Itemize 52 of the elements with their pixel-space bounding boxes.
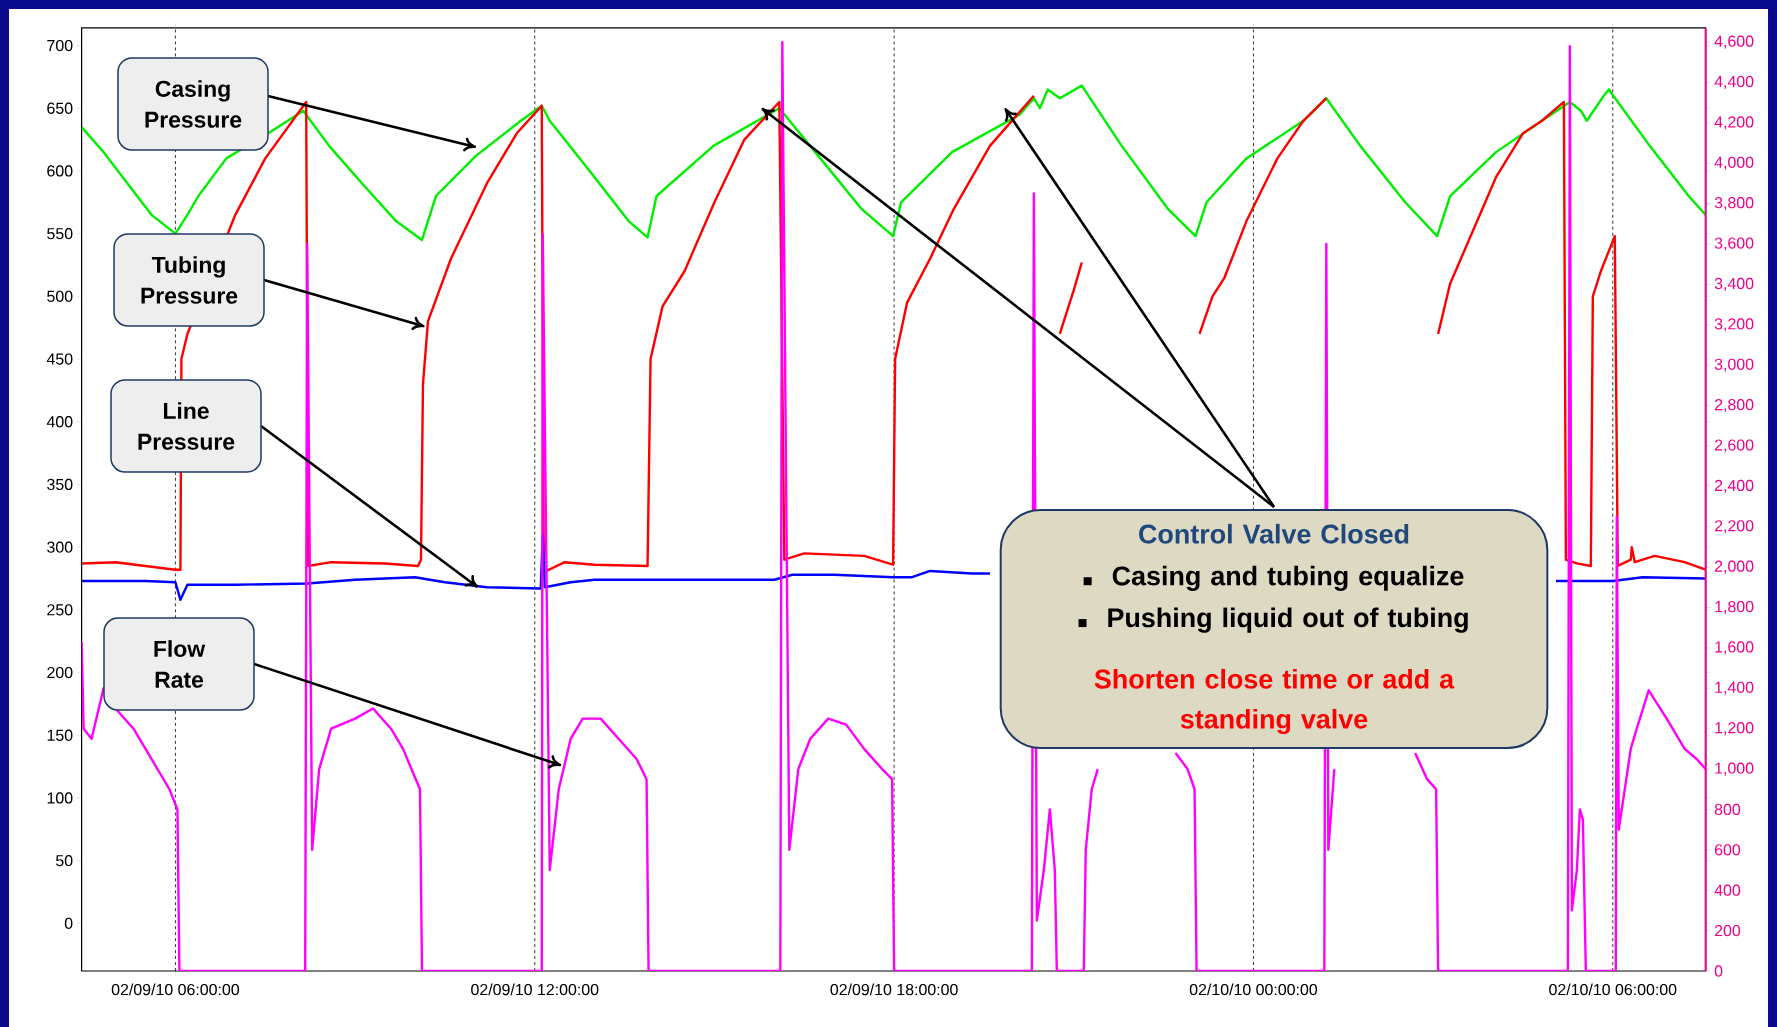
series-label: Casing Pressure: [145, 80, 242, 128]
y-tick-label: 700: [47, 39, 73, 52]
y-tick-label: 100: [47, 792, 73, 804]
y2-tick-label: 4,400: [1714, 75, 1754, 90]
y-tick-label: 300: [47, 541, 73, 553]
y-tick-label: 450: [46, 353, 73, 365]
y2-tick-label: 1,400: [1715, 681, 1754, 695]
y-tick-label: 50: [55, 855, 73, 867]
y2-tick-label: 0: [1714, 965, 1723, 977]
y-tick-label: 350: [47, 478, 73, 491]
y2-tick-label: 2,400: [1714, 479, 1754, 493]
y2-tick-label: 3,200: [1714, 318, 1754, 332]
x-tick-label: 02/09/10 06:00:00: [111, 983, 240, 996]
y2-tick-label: 200: [1714, 924, 1741, 937]
y2-tick-label: 800: [1714, 803, 1741, 816]
y-tick-label: 550: [47, 228, 73, 240]
series-label: Tubing Pressure: [141, 256, 238, 304]
y-tick-label: 600: [47, 165, 73, 177]
x-tick-label: 02/09/10 12:00:00: [471, 983, 599, 996]
y2-tick-label: 3,000: [1714, 358, 1754, 372]
y-tick-label: 0: [64, 917, 73, 929]
x-tick-label: 02/09/10 18:00:00: [830, 983, 958, 996]
y-tick-label: 150: [47, 729, 73, 741]
y2-tick-label: 4,000: [1714, 156, 1754, 170]
series-label: Flow Rate: [154, 640, 206, 688]
y2-tick-label: 4,600: [1714, 35, 1754, 49]
y2-tick-label: 1,200: [1715, 722, 1754, 736]
y2-tick-label: 3,400: [1714, 277, 1754, 292]
annotation: Pushing liquid out of tubing: [1108, 607, 1468, 633]
y2-tick-label: 4,200: [1714, 116, 1754, 130]
annotation: Control Valve Closed: [1139, 523, 1409, 544]
x-tick-label: 02/10/10 00:00:00: [1189, 983, 1318, 996]
y2-tick-label: 3,600: [1714, 237, 1754, 251]
y2-tick-label: 2,200: [1714, 520, 1754, 534]
y2-tick-label: 2,600: [1714, 439, 1754, 453]
y-tick-label: 200: [47, 666, 73, 679]
text: Line Pressure: [138, 402, 235, 450]
annotation: Shorten close time or add a standing valve: [1094, 668, 1455, 735]
y2-tick-label: 2,800: [1714, 399, 1754, 413]
y2-tick-label: 3,800: [1714, 197, 1754, 211]
y-tick-label: 400: [46, 416, 73, 428]
y-tick-label: 650: [47, 102, 73, 114]
y2-tick-label: 2,000: [1714, 560, 1754, 574]
y2-tick-label: 1,800: [1715, 600, 1754, 615]
y-tick-label: 500: [47, 290, 73, 302]
y-tick-label: 250: [47, 604, 73, 616]
y2-tick-label: 1,600: [1715, 641, 1754, 655]
y2-tick-label: 1,000: [1715, 762, 1754, 776]
y2-tick-label: 600: [1714, 844, 1741, 856]
annotation: Casing and tubing equalize: [1112, 565, 1464, 591]
x-tick-label: 02/10/10 06:00:00: [1549, 983, 1677, 996]
y2-tick-label: 400: [1714, 884, 1741, 896]
